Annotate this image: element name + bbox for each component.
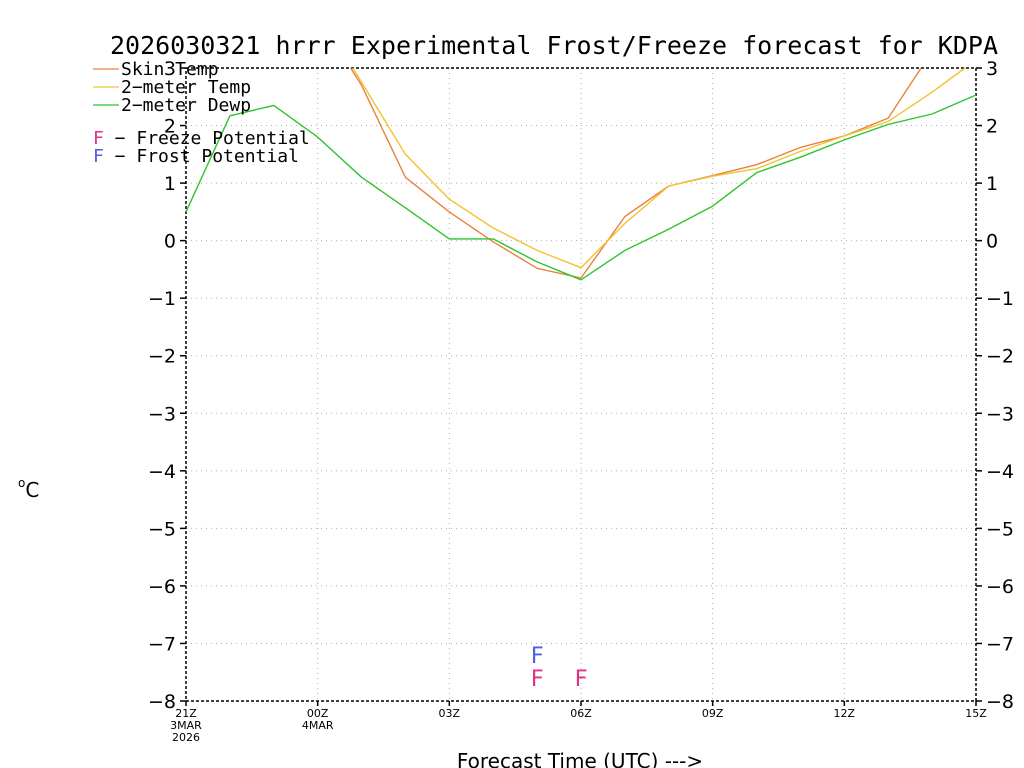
legend-label: Skin Temp bbox=[121, 59, 219, 80]
y-tick-label-right: −1 bbox=[986, 288, 1014, 310]
x-tick-label: 09Z bbox=[702, 707, 724, 720]
y-tick-label-right: 3 bbox=[986, 58, 998, 80]
series-line-2-meter-temp bbox=[352, 67, 966, 269]
y-tick-label-left: −3 bbox=[148, 403, 176, 425]
y-tick-label-left: −6 bbox=[148, 576, 176, 598]
marker-legend-entry: F − Frost Potential bbox=[93, 146, 299, 167]
frost-marker: F bbox=[530, 644, 543, 669]
freeze-marker: F bbox=[574, 667, 587, 692]
y-axis-label: oC bbox=[18, 476, 39, 502]
x-tick-label: 00Z bbox=[307, 707, 329, 720]
y-tick-label-left: −5 bbox=[148, 518, 176, 540]
marker-legend-text: − Frost Potential bbox=[104, 146, 299, 167]
y-tick-label-left: 2 bbox=[164, 116, 176, 138]
y-tick-label-right: −6 bbox=[986, 576, 1014, 598]
y-tick-label-left: −4 bbox=[148, 461, 176, 483]
series-line-skin-temp bbox=[350, 67, 922, 279]
y-tick-label-left: −1 bbox=[148, 288, 176, 310]
freeze-marker: F bbox=[530, 667, 543, 692]
marker-legend-symbol: F bbox=[93, 128, 104, 149]
y-axis-left: −8 −7 −6 −5 −4 −3 −2 −1 0 1 2 3 bbox=[148, 58, 186, 713]
y-axis-right: −8 −7 −6 −5 −4 −3 −2 −1 0 1 2 3 bbox=[976, 58, 1014, 713]
y-tick-label-left: −8 bbox=[148, 691, 176, 713]
y-tick-label-right: −5 bbox=[986, 518, 1014, 540]
x-tick-label: 3MAR bbox=[170, 719, 202, 732]
y-tick-label-left: −2 bbox=[148, 346, 176, 368]
y-tick-label-left: 0 bbox=[164, 231, 176, 253]
marker-legend-symbol: F bbox=[93, 146, 104, 167]
series-line-2-meter-dewp bbox=[185, 94, 977, 281]
y-tick-label-right: 2 bbox=[986, 116, 998, 138]
y-tick-label-right: −2 bbox=[986, 346, 1014, 368]
x-tick-label: 15Z bbox=[965, 707, 987, 720]
frost-freeze-markers: FF F bbox=[530, 644, 587, 692]
y-tick-label-left: 3 bbox=[164, 58, 176, 80]
legend-label: 2−meter Dewp bbox=[121, 95, 251, 116]
series-lines bbox=[185, 67, 977, 281]
degree-superscript: o bbox=[18, 476, 25, 490]
degree-unit: C bbox=[25, 478, 39, 502]
legend-label: 2−meter Temp bbox=[121, 77, 251, 98]
marker-legend-text: − Freeze Potential bbox=[104, 128, 310, 149]
y-tick-label-left: −7 bbox=[148, 633, 176, 655]
y-tick-label-right: −8 bbox=[986, 691, 1014, 713]
x-tick-label: 03Z bbox=[439, 707, 461, 720]
x-tick-label: 4MAR bbox=[302, 719, 334, 732]
y-tick-label-right: 0 bbox=[986, 231, 998, 253]
marker-legend-entry: F − Freeze Potential bbox=[93, 128, 310, 149]
y-tick-label-right: −7 bbox=[986, 633, 1014, 655]
chart-title: 2026030321 hrrr Experimental Frost/Freez… bbox=[110, 31, 998, 60]
y-tick-label-right: −3 bbox=[986, 403, 1014, 425]
y-tick-label-left: 1 bbox=[164, 173, 176, 195]
x-tick-label: 2026 bbox=[172, 731, 200, 744]
x-tick-label: 21Z bbox=[175, 707, 197, 720]
x-tick-label: 06Z bbox=[570, 707, 592, 720]
y-tick-label-right: −4 bbox=[986, 461, 1014, 483]
x-tick-label: 12Z bbox=[834, 707, 856, 720]
x-axis-label: Forecast Time (UTC) ---> bbox=[457, 749, 703, 768]
y-tick-label-right: 1 bbox=[986, 173, 998, 195]
